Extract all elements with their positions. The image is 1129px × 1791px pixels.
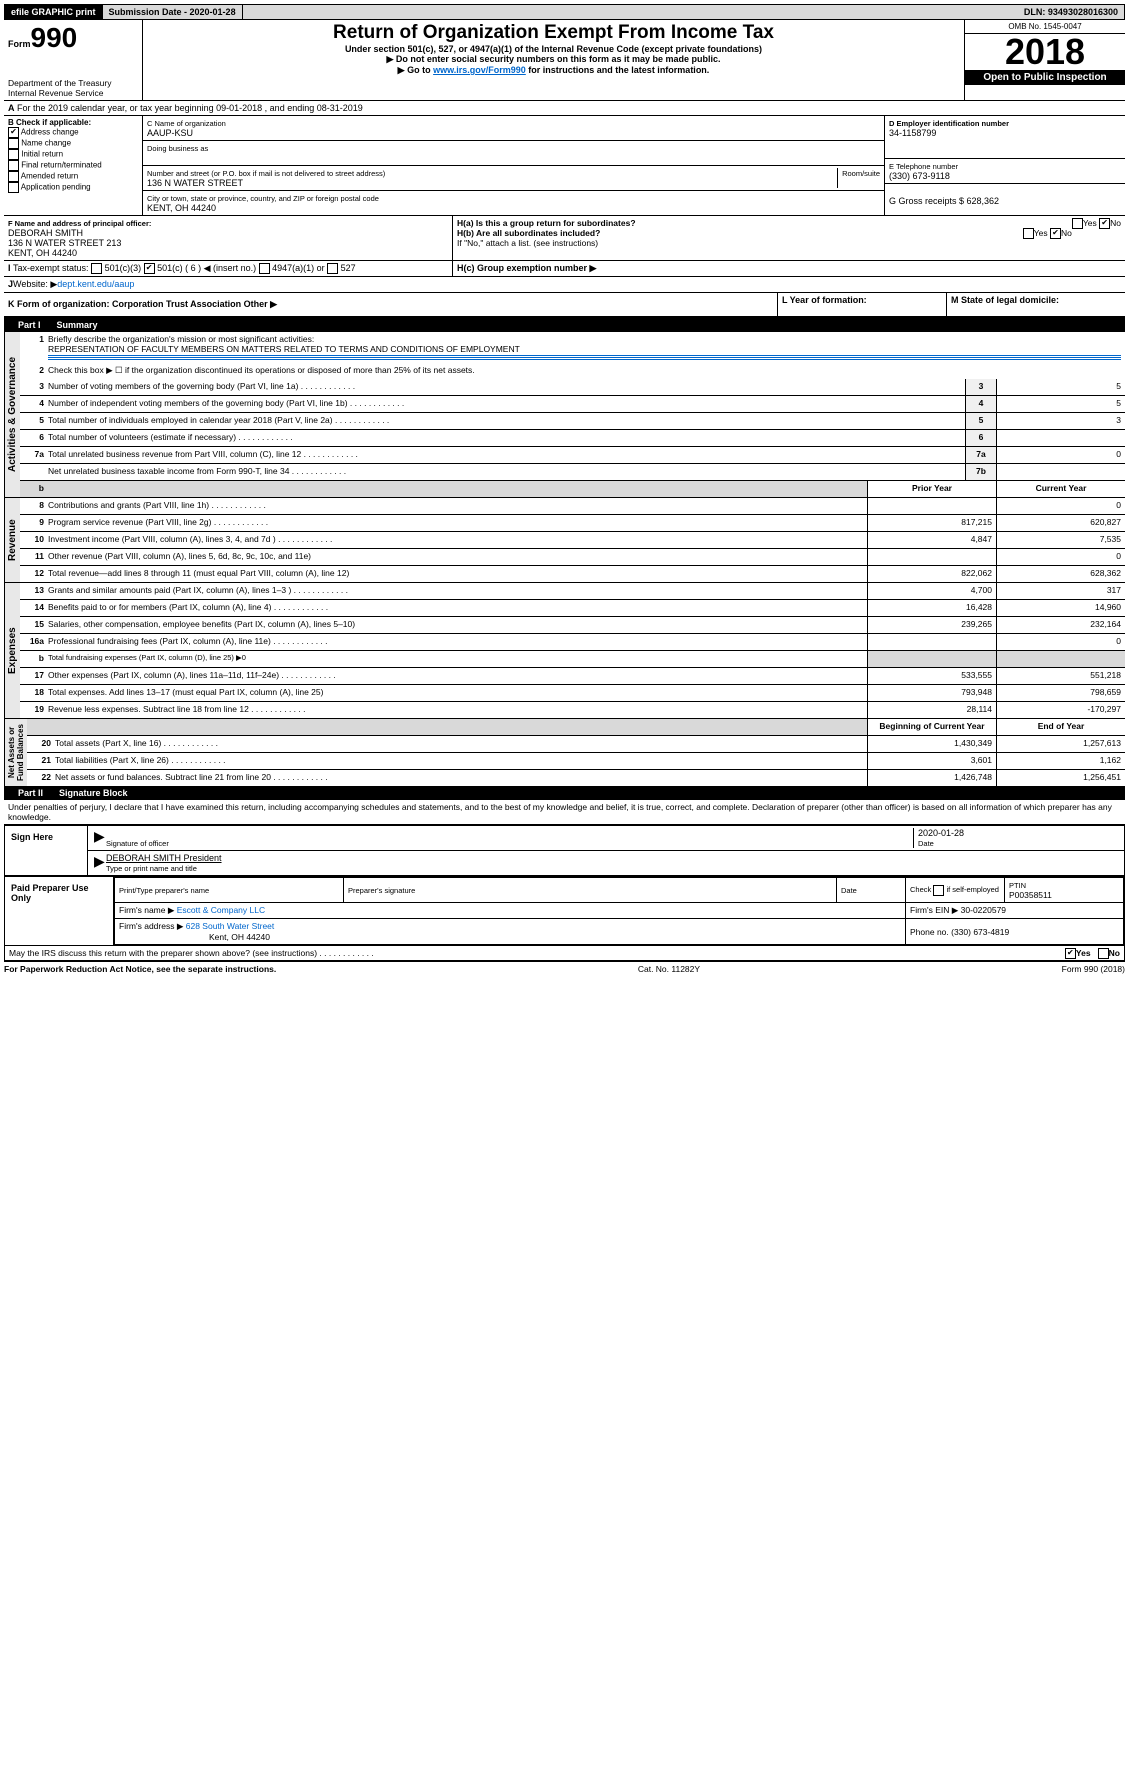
expenses-label: Expenses	[4, 583, 20, 718]
line-a: A For the 2019 calendar year, or tax yea…	[4, 101, 1125, 116]
revenue-label: Revenue	[4, 498, 20, 582]
paid-preparer-section: Paid Preparer Use Only Print/Type prepar…	[4, 876, 1125, 946]
part1-header: Part ISummary	[4, 318, 1125, 332]
sign-here-section: Sign Here ▶Signature of officer2020-01-2…	[4, 824, 1125, 876]
perjury-statement: Under penalties of perjury, I declare th…	[4, 800, 1125, 824]
efile-link[interactable]: efile GRAPHIC print	[5, 5, 103, 19]
top-bar: efile GRAPHIC print Submission Date - 20…	[4, 4, 1125, 20]
initial-return-checkbox[interactable]	[8, 149, 19, 160]
website-link[interactable]: dept.kent.edu/aaup	[57, 279, 134, 290]
submission-date: Submission Date - 2020-01-28	[103, 5, 243, 19]
section-b-checkboxes: B Check if applicable: ✔ Address change …	[4, 116, 143, 215]
instructions-link[interactable]: www.irs.gov/Form990	[433, 65, 526, 75]
discuss-no-checkbox[interactable]	[1098, 948, 1109, 959]
tax-year: 2018	[965, 34, 1125, 70]
name-change-checkbox[interactable]	[8, 138, 19, 149]
activities-governance-label: Activities & Governance	[4, 332, 20, 497]
application-checkbox[interactable]	[8, 182, 19, 193]
footer: For Paperwork Reduction Act Notice, see …	[4, 961, 1125, 974]
open-inspection-badge: Open to Public Inspection	[965, 70, 1125, 85]
discuss-row: May the IRS discuss this return with the…	[4, 946, 1125, 961]
net-assets-label: Net Assets orFund Balances	[4, 719, 27, 786]
form-header: Form990 Department of the Treasury Inter…	[4, 20, 1125, 101]
part2-header: Part IISignature Block	[4, 786, 1125, 800]
final-return-checkbox[interactable]	[8, 160, 19, 171]
firm-name-link[interactable]: Escott & Company LLC	[177, 905, 265, 915]
discuss-yes-checkbox[interactable]: ✔	[1065, 948, 1076, 959]
gross-receipts: G Gross receipts $ 628,362	[889, 196, 999, 206]
form-title: Return of Organization Exempt From Incom…	[147, 22, 960, 44]
address-change-checkbox[interactable]: ✔	[8, 127, 19, 138]
amended-checkbox[interactable]	[8, 171, 19, 182]
dln: DLN: 93493028016300	[1018, 5, 1124, 19]
